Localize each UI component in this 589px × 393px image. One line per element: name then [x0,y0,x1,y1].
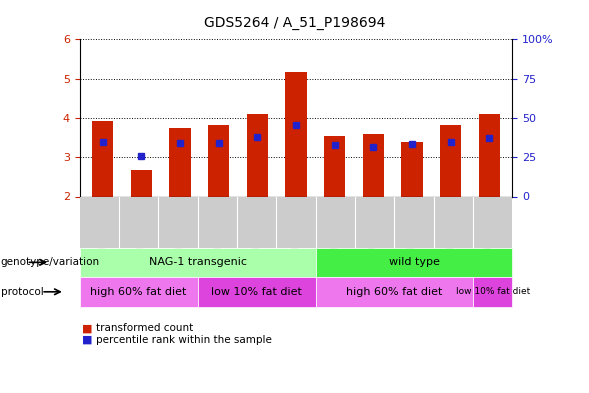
Bar [285,72,307,196]
Text: wild type: wild type [389,257,439,267]
Text: percentile rank within the sample: percentile rank within the sample [96,335,272,345]
Text: NAG-1 transgenic: NAG-1 transgenic [148,257,247,267]
Text: high 60% fat diet: high 60% fat diet [346,287,442,297]
Text: GDS5264 / A_51_P198694: GDS5264 / A_51_P198694 [204,16,385,30]
Text: ■: ■ [82,335,93,345]
Bar [247,114,268,196]
Text: high 60% fat diet: high 60% fat diet [90,287,187,297]
Bar [363,134,384,196]
Text: ■: ■ [82,323,93,333]
Bar [324,136,345,196]
Bar [208,125,229,196]
Text: low 10% fat diet: low 10% fat diet [456,287,530,296]
Bar [401,142,422,196]
Text: transformed count: transformed count [96,323,193,333]
Bar [170,128,191,196]
Bar [92,121,113,196]
Text: low 10% fat diet: low 10% fat diet [211,287,302,297]
Bar [131,170,152,196]
Bar [479,114,500,196]
Bar [440,125,461,196]
Text: protocol: protocol [1,287,44,297]
Text: genotype/variation: genotype/variation [1,257,100,267]
